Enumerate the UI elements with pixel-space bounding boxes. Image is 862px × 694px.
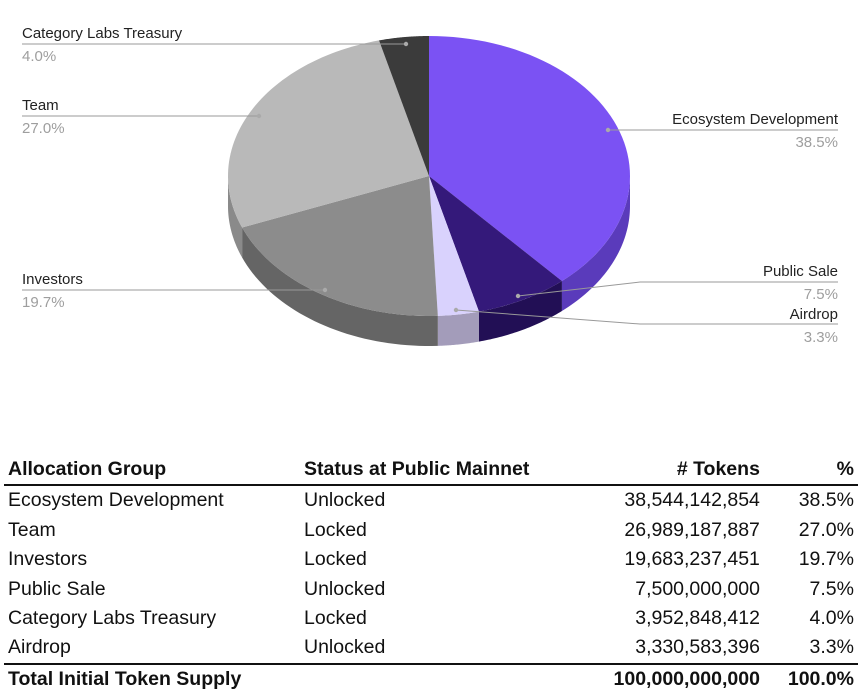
cell-tokens: 100,000,000,000 xyxy=(568,662,764,694)
cell-status: Locked xyxy=(304,607,367,630)
cell-status: Unlocked xyxy=(304,636,386,659)
cell-percent: 100.0% xyxy=(763,662,858,694)
slice-label-public-sale: Public Sale xyxy=(763,263,838,280)
header-allocation-group: Allocation Group xyxy=(4,455,300,487)
pie-slice-team[interactable] xyxy=(228,40,429,228)
cell-percent: 4.0% xyxy=(809,607,854,630)
cell-tokens: 19,683,237,451 xyxy=(624,548,760,571)
cell-percent: 38.5% xyxy=(798,489,854,512)
table-row: Ecosystem Development Unlocked 38,544,142,… xyxy=(4,485,858,515)
slice-label-ecosystem: Ecosystem Development xyxy=(672,111,839,128)
cell-group: Team xyxy=(8,518,56,541)
cell-group: Airdrop xyxy=(8,636,71,659)
leader-line-airdrop xyxy=(455,309,838,325)
cell-status: Unlocked xyxy=(304,489,386,512)
cell-percent: 27.0% xyxy=(798,518,854,541)
header-status: Status at Public Mainnet xyxy=(300,455,568,487)
slice-pct-public-sale: 7.5% xyxy=(804,286,838,303)
cell-group: Category Labs Treasury xyxy=(8,607,217,630)
pie-slice-ecosystem-development[interactable] xyxy=(429,36,630,282)
pie-slice-public-sale[interactable] xyxy=(429,176,562,312)
cell-group: Total Initial Token Supply xyxy=(4,662,300,694)
slice-label-treasury: Category Labs Treasury xyxy=(22,25,183,42)
slice-pct-ecosystem: 38.5% xyxy=(795,134,838,151)
pie-slice-airdrop[interactable] xyxy=(429,176,479,316)
pie-side-airdrop xyxy=(437,311,479,346)
cell-status: Locked xyxy=(304,518,367,541)
slice-label-team: Team xyxy=(22,97,59,114)
cell-status: Locked xyxy=(304,548,367,571)
slice-pct-airdrop: 3.3% xyxy=(804,329,838,346)
table-row: Category Labs Treasury Locked 3,952,848,41… xyxy=(4,604,858,633)
table-row: Investors Locked 19,683,237,451 19.7% xyxy=(4,545,858,574)
pie-slice-investors[interactable] xyxy=(242,176,438,316)
allocation-table: Allocation Group Status at Public Mainne… xyxy=(4,455,858,694)
slice-label-investors: Investors xyxy=(22,271,83,288)
table-header-row: Allocation Group Status at Public Mainne… xyxy=(4,455,858,487)
cell-tokens: 3,330,583,396 xyxy=(635,636,760,659)
table-row: Airdrop Unlocked 3,330,583,396 3.3% xyxy=(4,633,858,663)
cell-status: Unlocked xyxy=(304,577,386,600)
cell-group: Investors xyxy=(8,548,88,571)
cell-tokens: 26,989,187,887 xyxy=(624,518,760,541)
slice-label-airdrop: Airdrop xyxy=(790,306,838,323)
pie-side-team xyxy=(228,176,243,258)
table-row: Public Sale Unlocked 7,500,000,000 7.5% xyxy=(4,575,858,604)
pie-chart: Category Labs Treasury 4.0% Team 27.0% I… xyxy=(22,25,839,346)
table-total-row: Total Initial Token Supply 100,000,000,00… xyxy=(4,662,858,694)
cell-status xyxy=(300,662,568,694)
cell-percent: 3.3% xyxy=(809,636,854,659)
cell-tokens: 38,544,142,854 xyxy=(624,489,760,512)
cell-tokens: 7,500,000,000 xyxy=(635,577,760,600)
leader-line-public-sale xyxy=(517,281,838,297)
cell-group: Public Sale xyxy=(8,577,106,600)
cell-percent: 7.5% xyxy=(809,577,854,600)
cell-percent: 19.7% xyxy=(798,548,854,571)
pie-side-ecosystem-development xyxy=(561,176,630,312)
pie-side-public-sale xyxy=(478,281,562,342)
table-row: Team Locked 26,989,187,887 27.0% xyxy=(4,516,858,545)
slice-pct-investors: 19.7% xyxy=(22,294,65,311)
header-percent: % xyxy=(763,455,858,487)
slice-pct-treasury: 4.0% xyxy=(22,48,56,65)
pie-side-investors xyxy=(242,227,438,346)
header-tokens: # Tokens xyxy=(568,455,764,487)
cell-group: Ecosystem Development xyxy=(8,489,224,512)
pie-slice-category-labs-treasury[interactable] xyxy=(379,36,429,176)
slice-pct-team: 27.0% xyxy=(22,120,65,137)
cell-tokens: 3,952,848,412 xyxy=(635,607,760,630)
